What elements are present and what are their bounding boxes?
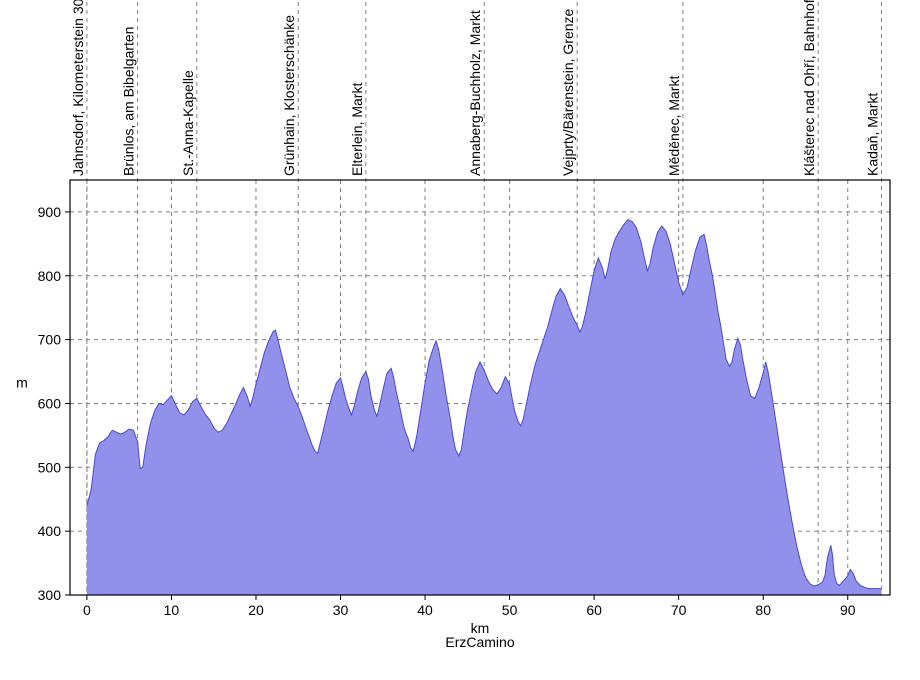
waypoint-label: Brünlos, am Bibelgarten xyxy=(121,27,137,176)
y-tick-label: 900 xyxy=(38,204,62,220)
x-tick-label: 40 xyxy=(417,602,433,618)
x-tick-label: 0 xyxy=(83,602,91,618)
waypoint-label: Elterlein, Markt xyxy=(349,83,365,176)
waypoint-label: Annaberg-Buchholz, Markt xyxy=(467,10,483,176)
y-tick-label: 400 xyxy=(38,523,62,539)
chart-svg: 0 10 20 30 40 50 60 70 80 90 300 400 500 600 700 800 900… xyxy=(0,0,920,680)
waypoint-label: Kadaň, Markt xyxy=(865,93,881,176)
waypoint-label: Klášterec nad Ohří, Bahnhof xyxy=(801,0,817,176)
waypoint-label: Grünhain, Klosterschänke xyxy=(281,15,297,176)
x-tick-label: 70 xyxy=(671,602,687,618)
elevation-chart: 0 10 20 30 40 50 60 70 80 90 300 400 500 600 700 800 900… xyxy=(0,0,920,680)
x-tick-label: 50 xyxy=(502,602,518,618)
waypoint-label: Měděnec, Markt xyxy=(666,76,682,176)
x-tick-label: 20 xyxy=(248,602,264,618)
y-tick-label: 800 xyxy=(38,268,62,284)
x-tick-label: 60 xyxy=(586,602,602,618)
y-tick-label: 300 xyxy=(38,587,62,603)
x-tick-label: 80 xyxy=(755,602,771,618)
x-tick-label: 30 xyxy=(333,602,349,618)
waypoint-label: Jahnsdorf, Kilometerstein 3000 xyxy=(70,0,86,176)
waypoint-label: St.-Anna-Kapelle xyxy=(180,70,196,176)
y-tick-label: 700 xyxy=(38,332,62,348)
chart-title: ErzCamino xyxy=(445,634,514,650)
y-tick-label: 500 xyxy=(38,459,62,475)
y-tick-label: 600 xyxy=(38,395,62,411)
x-tick-label: 90 xyxy=(840,602,856,618)
y-axis-label: m xyxy=(16,375,28,391)
x-tick-label: 10 xyxy=(164,602,180,618)
waypoint-label: Vejprty/Bärenstein, Grenze xyxy=(560,8,576,176)
